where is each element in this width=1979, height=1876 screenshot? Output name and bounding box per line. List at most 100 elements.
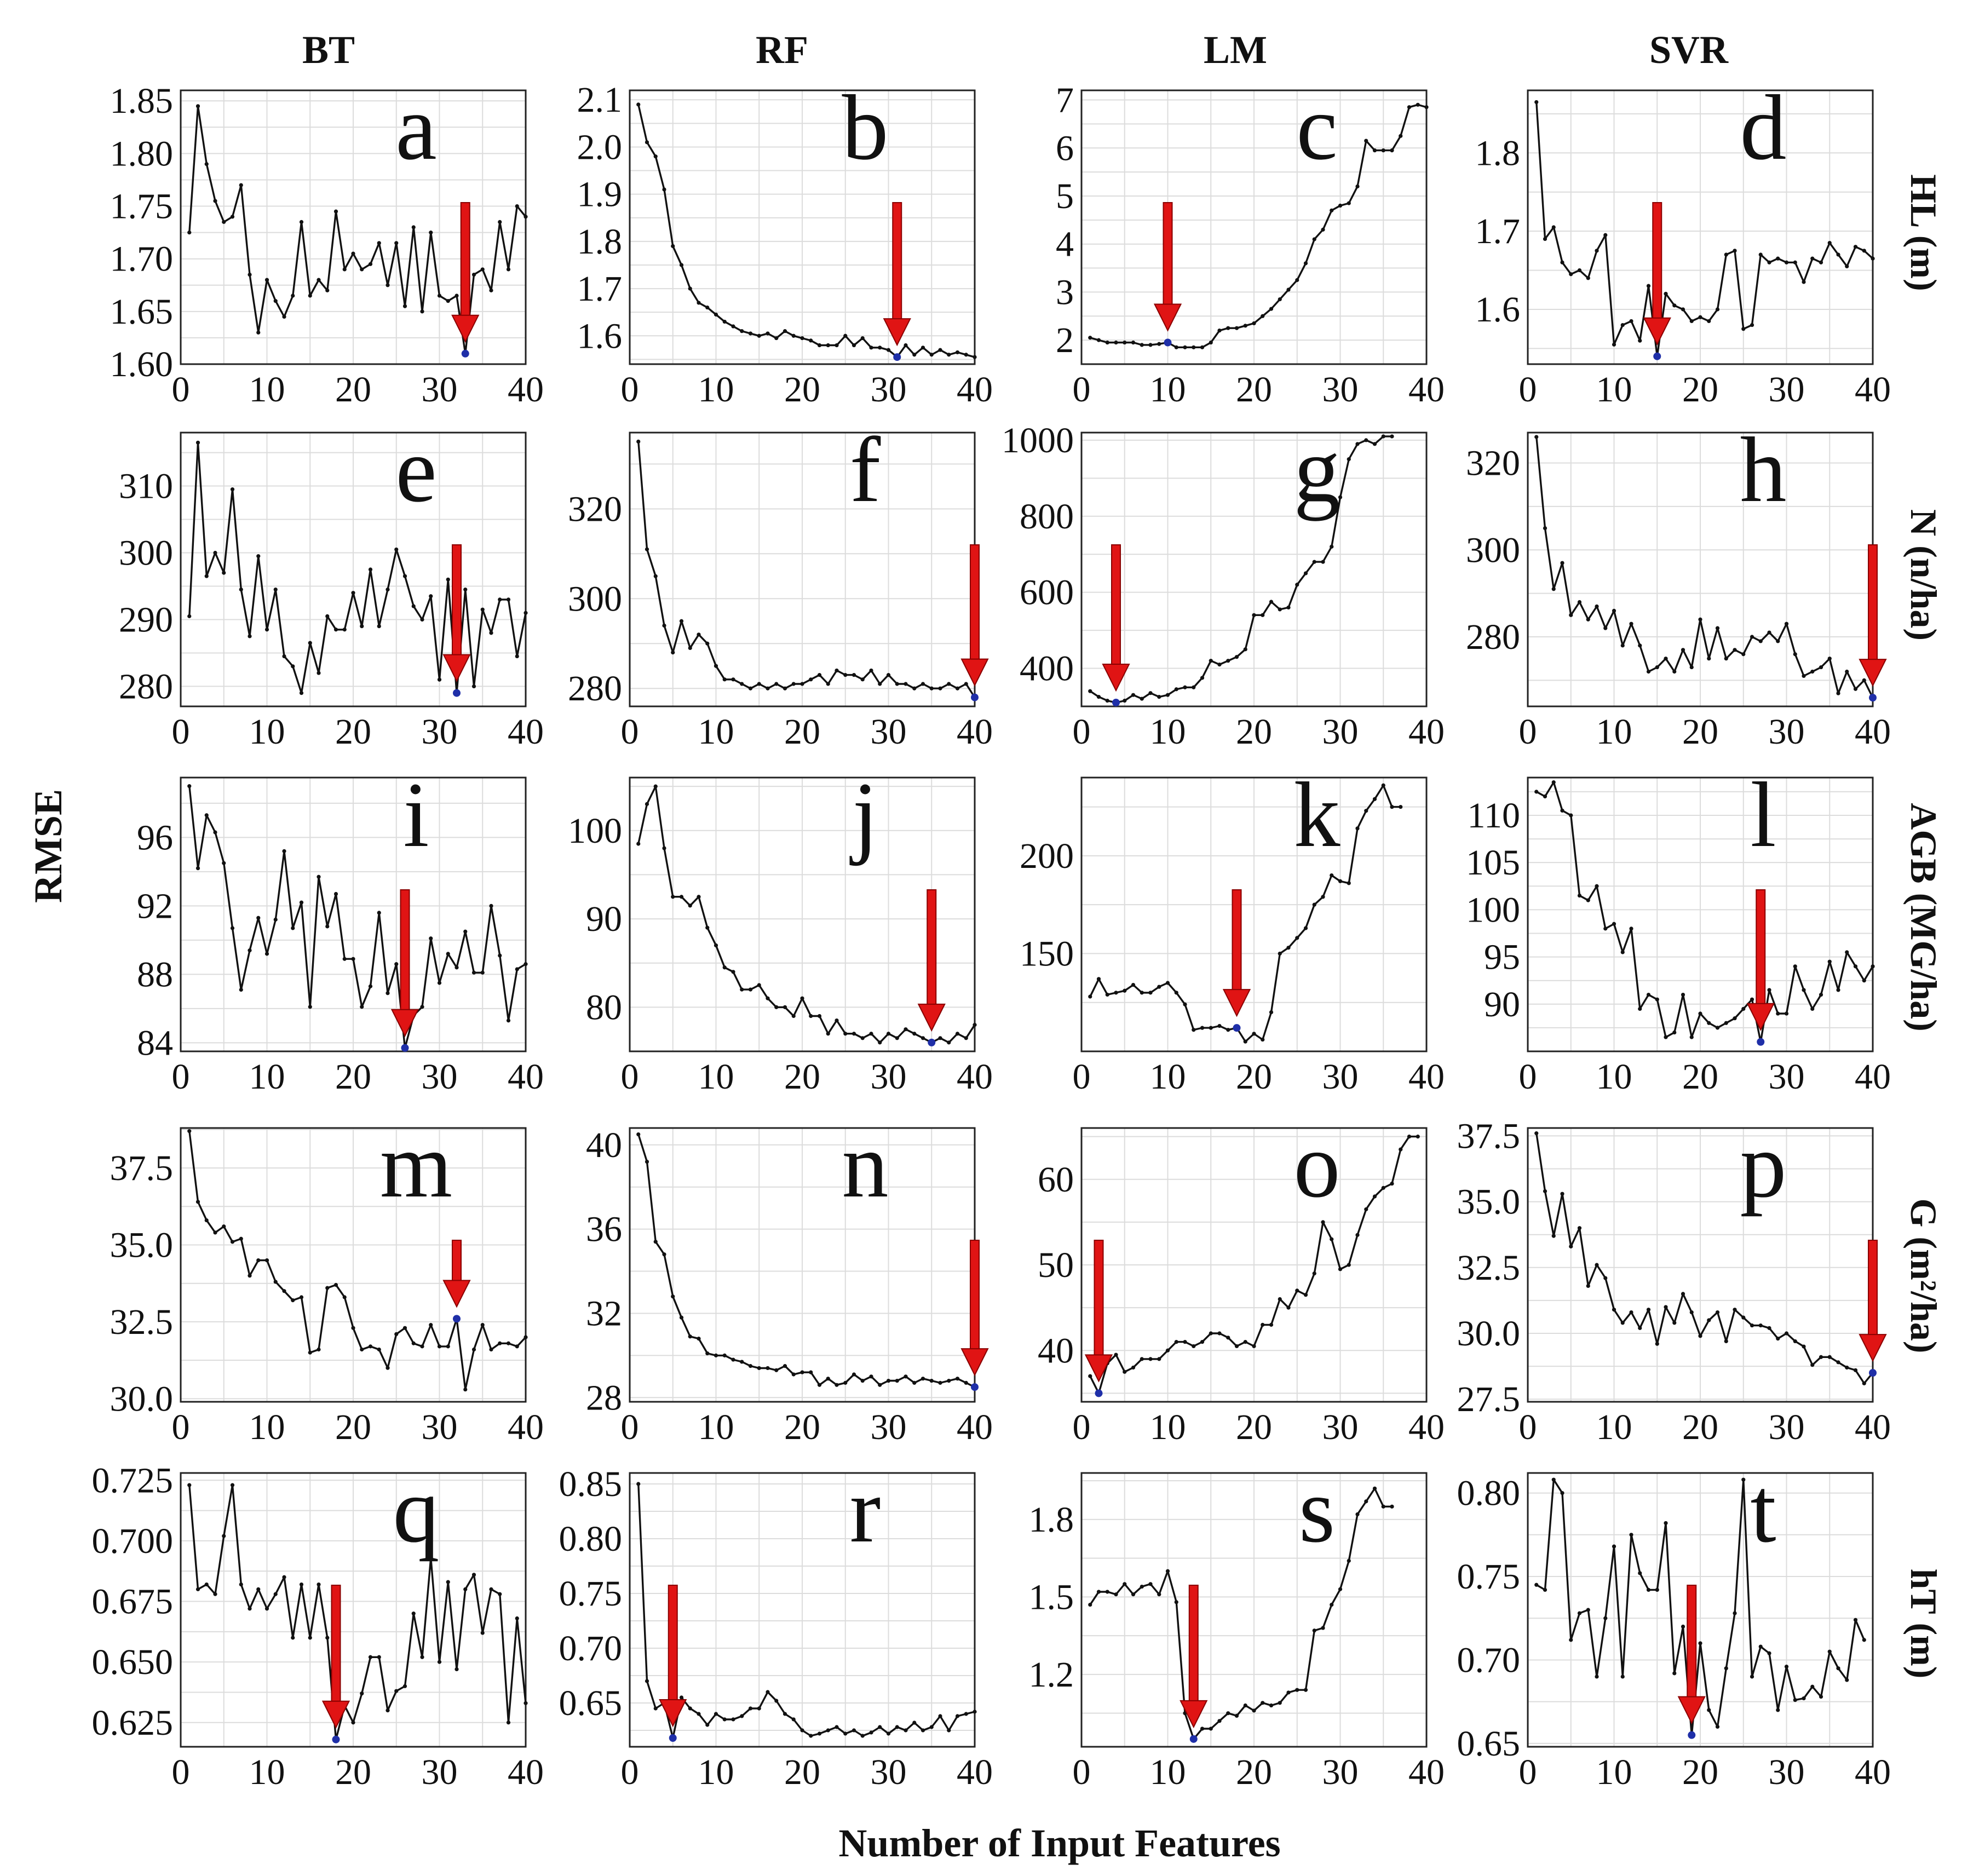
data-point <box>679 619 684 623</box>
data-point <box>204 574 209 578</box>
data-point <box>1560 1491 1564 1495</box>
data-point <box>437 677 442 682</box>
panel-p: 0 10 20 30 40 27.5 30.0 32.5 35.0 37.5 p <box>1457 1114 1891 1447</box>
y-tick-label: 300 <box>568 579 622 619</box>
data-point <box>213 550 217 555</box>
data-point <box>523 1335 528 1339</box>
data-point <box>904 1728 908 1733</box>
optimum-arrow-shaft <box>460 202 470 317</box>
data-point <box>1209 1026 1213 1030</box>
data-point <box>835 1725 839 1729</box>
data-point <box>515 654 519 659</box>
data-point <box>1157 1357 1161 1361</box>
data-point <box>1312 1628 1316 1633</box>
data-point <box>938 348 942 352</box>
data-point <box>1372 797 1377 801</box>
data-point <box>714 312 718 317</box>
row-label-hl: HL (m) <box>1903 174 1945 291</box>
data-point <box>947 682 951 686</box>
x-tick-label: 0 <box>1519 712 1537 752</box>
optimum-arrow-shaft <box>452 544 462 657</box>
data-point <box>239 1236 243 1241</box>
data-point <box>1200 1727 1205 1731</box>
x-tick-label: 40 <box>957 1752 993 1792</box>
data-point <box>1114 340 1118 345</box>
panel-e: 0 10 20 30 40 280 290 300 310 e <box>119 418 544 752</box>
panel-d: 0 10 20 30 40 1.6 1.7 1.8 d <box>1475 76 1891 410</box>
data-point <box>195 866 200 871</box>
data-point <box>1243 1703 1247 1708</box>
panel-letter: n <box>842 1114 889 1217</box>
data-point <box>1131 340 1136 345</box>
x-tick-label: 10 <box>249 370 285 410</box>
data-point <box>1269 307 1274 311</box>
data-point <box>860 1734 865 1738</box>
data-point <box>308 1636 312 1640</box>
y-tick-label: 92 <box>137 886 173 926</box>
data-point <box>817 1383 822 1387</box>
data-point <box>697 1712 701 1716</box>
y-tick-label: 1.2 <box>1029 1655 1074 1695</box>
data-point <box>1105 992 1109 997</box>
data-point <box>1217 663 1222 667</box>
data-point <box>852 1032 856 1036</box>
data-point <box>757 682 761 686</box>
x-tick-label: 10 <box>1150 1057 1186 1097</box>
x-tick-label: 40 <box>1855 370 1891 410</box>
data-point <box>1312 237 1316 241</box>
x-tick-label: 30 <box>1322 370 1359 410</box>
data-point <box>308 294 312 298</box>
data-point <box>333 891 338 896</box>
data-point <box>1355 1233 1360 1237</box>
y-tick-label: 100 <box>1466 890 1520 930</box>
data-point <box>1381 1504 1385 1509</box>
data-point <box>843 1032 848 1036</box>
data-point <box>1689 665 1694 670</box>
data-point <box>722 319 727 324</box>
data-point <box>1200 1026 1205 1030</box>
data-point <box>1123 1369 1127 1374</box>
data-point <box>938 1380 942 1385</box>
data-point <box>1715 1724 1720 1729</box>
data-point <box>1148 1357 1153 1361</box>
data-point <box>964 1380 968 1385</box>
x-tick-label: 20 <box>1236 1752 1272 1792</box>
rmse-series-line <box>637 785 976 1044</box>
data-point <box>368 1344 373 1349</box>
panel-letter: r <box>850 1459 881 1562</box>
x-tick-label: 20 <box>784 1057 820 1097</box>
data-point <box>1372 148 1377 153</box>
optimum-arrow-head <box>1180 1700 1208 1729</box>
plot-border <box>1080 1472 1428 1748</box>
data-point <box>1664 1305 1668 1309</box>
data-point <box>1819 665 1823 670</box>
rmse-series-line <box>637 1133 975 1388</box>
data-point <box>1105 1590 1109 1594</box>
data-point <box>1088 336 1092 340</box>
optimum-arrow-head <box>442 1280 471 1308</box>
x-tick-label: 40 <box>508 1407 544 1447</box>
data-point <box>480 267 485 272</box>
x-tick-label: 0 <box>621 712 639 752</box>
data-point <box>325 288 330 292</box>
data-point <box>800 336 804 341</box>
data-point <box>437 294 442 298</box>
data-point <box>1802 1344 1806 1349</box>
data-point <box>1088 1374 1092 1378</box>
data-point <box>1303 261 1308 266</box>
data-point <box>1715 307 1720 312</box>
minimum-rmse-point <box>1869 694 1877 702</box>
x-tick-label: 10 <box>1596 1752 1632 1792</box>
data-point <box>1750 635 1754 639</box>
x-tick-label: 0 <box>1073 370 1091 410</box>
data-point <box>230 215 235 219</box>
data-point <box>1819 260 1823 264</box>
rmse-series-line <box>1535 436 1874 698</box>
data-point <box>817 1014 822 1018</box>
data-point <box>1278 297 1282 302</box>
data-point <box>1114 1353 1118 1357</box>
data-point <box>1612 922 1616 926</box>
data-point <box>222 1534 226 1538</box>
data-point <box>1234 655 1239 659</box>
data-point <box>740 329 744 333</box>
